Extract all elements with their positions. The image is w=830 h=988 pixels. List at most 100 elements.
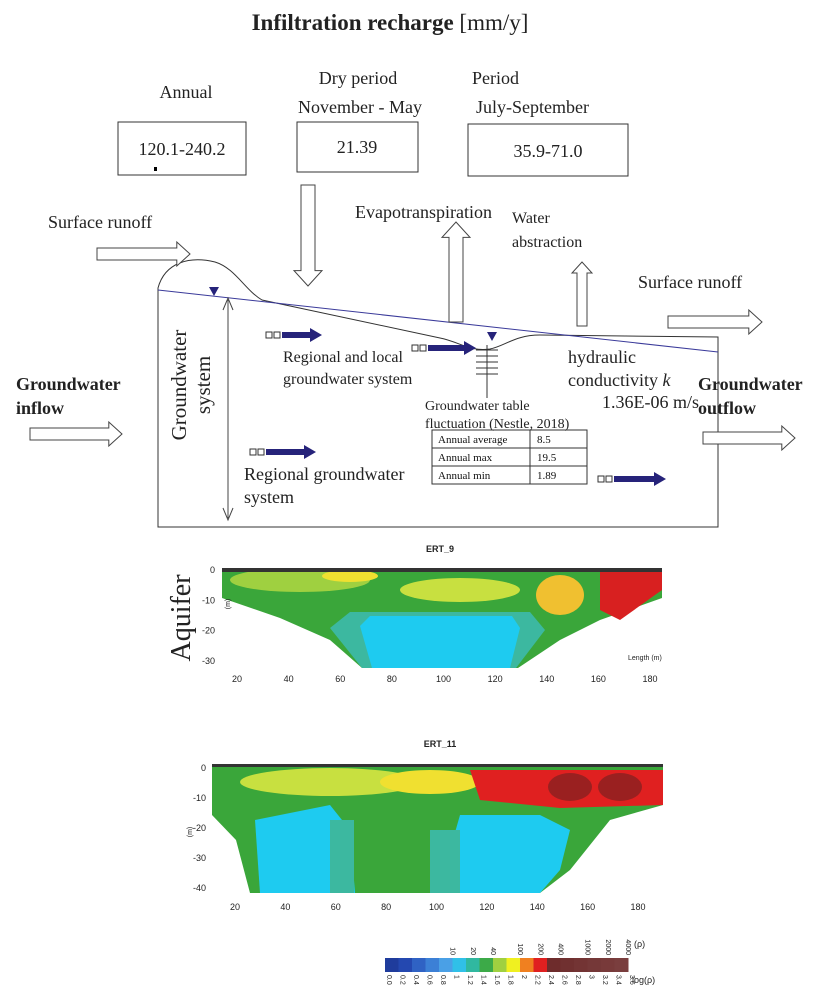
table-text: 19.5 (537, 452, 557, 464)
y-tick-label: -10 (193, 793, 206, 803)
flow-arrow (294, 185, 322, 286)
label: Surface runoff (638, 272, 742, 292)
x-tick-label: 20 (230, 902, 240, 912)
ert-title: ERT_11 (424, 739, 457, 749)
label: hydraulic (568, 347, 636, 367)
colorbar-tick-label: 0.8 (439, 975, 446, 985)
label: Regional groundwater (244, 464, 404, 484)
axis-label: (m) (225, 599, 232, 610)
value: 120.1-240.2 (139, 139, 226, 159)
label: July-September (476, 97, 589, 117)
colorbar-tick-label: 2.2 (534, 975, 541, 985)
label: conductivity (568, 370, 658, 390)
marker (209, 287, 219, 296)
colorbar-tick-label: 3.2 (601, 975, 608, 985)
square (606, 476, 612, 482)
double-arrow (223, 298, 233, 520)
table-text: Annual average (438, 434, 507, 446)
square (250, 449, 256, 455)
colorbar-segment (439, 958, 453, 972)
fluctuation-lines (476, 345, 498, 398)
label: November - May (298, 97, 422, 117)
colorbar-tick-label: 0.2 (399, 975, 406, 985)
label: conductivity k (568, 370, 671, 390)
y-tick-label: -30 (193, 853, 206, 863)
table: Annual average8.5Annual max19.5Annual mi… (432, 430, 587, 484)
colorbar-segment (601, 958, 615, 972)
ert-section (222, 568, 662, 668)
x-tick-label: 140 (539, 674, 554, 684)
label: Aquifer (166, 574, 197, 662)
colorbar-tick-label: 200 (536, 943, 543, 955)
colorbar-segment (385, 958, 399, 972)
colorbar-segment (493, 958, 507, 972)
colorbar-segment (547, 958, 561, 972)
colorbar-segment (399, 958, 413, 972)
flow-arrow (572, 262, 592, 326)
axis-label: Length (m) (628, 655, 662, 662)
colorbar-tick-label: 1.8 (507, 975, 514, 985)
label: 1.36E-06 m/s (602, 392, 699, 412)
colorbar-segment (615, 958, 629, 972)
x-tick-label: 60 (331, 902, 341, 912)
label: abstraction (512, 234, 582, 251)
colorbar-tick-label: 0.0 (385, 975, 392, 985)
flow-arrow (30, 422, 122, 446)
y-tick-label: -40 (193, 883, 206, 893)
colorbar-tick-label: 2.4 (547, 975, 554, 985)
x-tick-label: 40 (284, 674, 294, 684)
colorbar-tick-label: 1.2 (466, 975, 473, 985)
x-tick-label: 180 (642, 674, 657, 684)
blue-arrow (614, 472, 666, 486)
blue-arrow (428, 341, 476, 355)
colorbar-tick-label: 100 (516, 943, 523, 955)
colorbar-tick-label: 1.6 (493, 975, 500, 985)
y-tick-label: -20 (202, 626, 215, 636)
x-tick-label: 80 (381, 902, 391, 912)
colorbar-segment (561, 958, 575, 972)
x-tick-label: 60 (335, 674, 345, 684)
colorbar-unit: (ρ) (634, 939, 645, 949)
x-tick-label: 160 (580, 902, 595, 912)
colorbar-segment (588, 958, 602, 972)
blue-arrow (282, 328, 322, 342)
label: groundwater system (283, 371, 413, 388)
x-tick-label: 40 (280, 902, 290, 912)
colorbar-segment (412, 958, 426, 972)
colorbar-tick-label: 1000 (584, 939, 591, 955)
marker (487, 332, 497, 341)
label: outflow (698, 398, 756, 418)
label: Groundwater table (425, 399, 530, 414)
title-main: Infiltration recharge (252, 10, 454, 35)
colorbar-tick-label: 4000 (624, 939, 631, 955)
label: Period (472, 68, 519, 88)
table-text: Annual max (438, 452, 493, 464)
colorbar-unit: log(ρ) (632, 975, 655, 985)
x-tick-label: 120 (488, 674, 503, 684)
colorbar-tick-label: 400 (557, 943, 564, 955)
dot (154, 167, 157, 171)
colorbar-segment (574, 958, 588, 972)
x-tick-label: 120 (479, 902, 494, 912)
y-tick-label: 0 (201, 763, 206, 773)
ert-title: ERT_9 (426, 544, 454, 554)
y-tick-label: -20 (193, 823, 206, 833)
x-tick-label: 20 (232, 674, 242, 684)
label: Surface runoff (48, 212, 152, 232)
square (412, 345, 418, 351)
table-text: 8.5 (537, 434, 551, 446)
label: Groundwater (16, 374, 121, 394)
label: Groundwater (167, 330, 191, 441)
flow-arrow (97, 242, 190, 266)
label: Evapotranspiration (355, 202, 492, 222)
colorbar-tick-label: 1.4 (480, 975, 487, 985)
water-table (158, 290, 718, 352)
colorbar-segment (534, 958, 548, 972)
colorbar-segment (466, 958, 480, 972)
label: system (191, 356, 215, 414)
colorbar-tick-label: 1 (453, 975, 460, 979)
square (420, 345, 426, 351)
colorbar-segment (520, 958, 534, 972)
square (274, 332, 280, 338)
